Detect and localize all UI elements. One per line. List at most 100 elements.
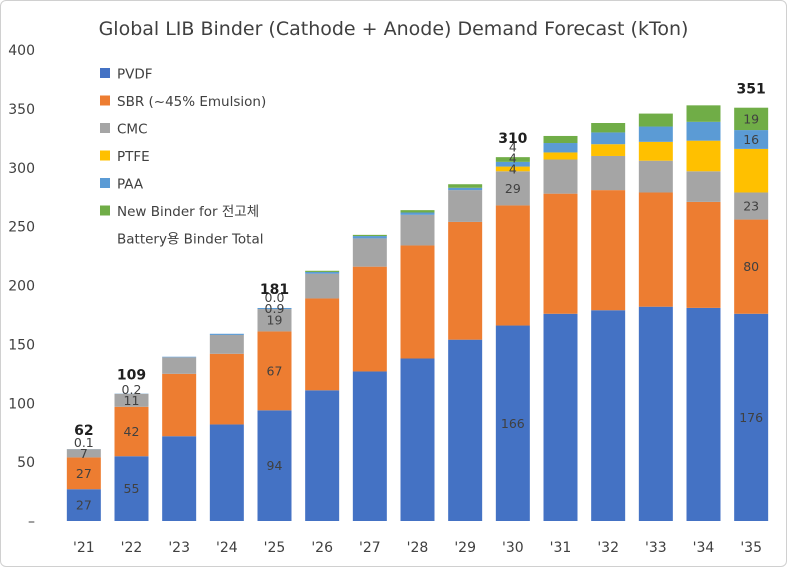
x-tick-label: '29 (454, 540, 476, 556)
x-tick-label: '23 (168, 540, 190, 556)
y-tick-label: 300 (8, 161, 35, 177)
data-label: 16 (743, 132, 759, 147)
bar-segment (209, 333, 244, 335)
bar-segment (305, 298, 340, 391)
x-tick-label: '22 (121, 540, 143, 556)
total-label: 181 (260, 282, 289, 298)
bar-segment (352, 234, 387, 237)
total-label: 310 (498, 131, 527, 147)
legend-label-total: Battery용 Binder Total (117, 232, 264, 248)
bar-segment (543, 193, 578, 314)
bar-segment (114, 393, 149, 407)
data-label: 27 (76, 466, 92, 481)
bar-segment (686, 140, 721, 172)
bar-segment (495, 171, 530, 206)
bar-segment (686, 171, 721, 202)
legend-label: PVDF (117, 67, 153, 83)
bar-segment (448, 184, 483, 188)
data-label: 4 (509, 139, 517, 154)
bar-segment (543, 135, 578, 144)
data-label: 0.2 (122, 382, 142, 397)
bar-segment (257, 309, 292, 332)
data-label: 0.0 (265, 290, 285, 305)
data-label: 0.1 (74, 435, 94, 450)
bar-segment (591, 123, 626, 133)
data-label: 7 (80, 446, 88, 461)
data-label: 166 (501, 416, 525, 431)
legend-swatch (100, 150, 110, 161)
bar-segment (352, 236, 387, 239)
bar-segment (114, 406, 149, 457)
y-tick-label: 250 (8, 220, 35, 236)
bar-segment (209, 353, 244, 425)
legend-label: CMC (117, 122, 148, 138)
bar-segment (686, 201, 721, 308)
x-tick-label: '25 (264, 540, 286, 556)
bar-segment (162, 373, 197, 437)
x-tick-label: '34 (693, 540, 715, 556)
bar-segment (495, 166, 530, 172)
data-label: 4 (509, 161, 517, 176)
bar-segment (162, 436, 197, 521)
legend-label: PTFE (117, 149, 150, 165)
legend-swatch (100, 178, 110, 188)
bar-segment (114, 456, 149, 521)
bar-segment (686, 121, 721, 141)
x-tick-label: '33 (645, 540, 667, 556)
x-tick-label: '31 (550, 540, 572, 556)
bar-segment (257, 307, 292, 310)
data-label: 67 (267, 363, 283, 378)
bar-segment (209, 424, 244, 521)
bar-segment (686, 105, 721, 122)
bar-segment (209, 334, 244, 354)
bar-segment (734, 313, 769, 521)
y-tick-label: 150 (8, 337, 35, 353)
x-tick-label: '28 (407, 540, 429, 556)
bar-segment (162, 357, 197, 374)
bar-segment (257, 410, 292, 521)
total-label: 351 (737, 82, 766, 98)
legend-swatch (100, 205, 110, 216)
bar-segment (162, 356, 197, 358)
bar-segment (352, 371, 387, 521)
legend-label: PAA (117, 177, 144, 193)
y-tick-label: 100 (8, 396, 35, 412)
legend-swatch (100, 123, 110, 133)
chart-title: Global LIB Binder (Cathode + Anode) Dema… (98, 18, 689, 40)
bar-segment (591, 310, 626, 521)
data-label: 4 (509, 150, 517, 165)
x-tick-label: '24 (216, 540, 238, 556)
y-tick-label: 400 (8, 43, 35, 59)
bar-segment (591, 132, 626, 145)
data-label: 27 (76, 498, 92, 513)
bar-segment (734, 219, 769, 314)
legend-swatch (100, 68, 110, 78)
bar-segment (734, 192, 769, 220)
bar-segment (66, 457, 101, 490)
data-label: 55 (124, 481, 140, 496)
bar-segment (305, 270, 340, 272)
x-tick-label: '35 (740, 540, 762, 556)
bar-segment (638, 126, 673, 142)
x-tick-label: '30 (502, 540, 524, 556)
bar-segment (448, 190, 483, 222)
bar-segment (257, 331, 292, 411)
bar-segment (448, 339, 483, 521)
bar-segment (448, 221, 483, 340)
bar-segment (686, 307, 721, 521)
bar-segment (495, 157, 530, 162)
bar-segment (400, 212, 435, 215)
total-label: 109 (117, 368, 146, 384)
bar-segment (734, 107, 769, 131)
bar-segment (591, 155, 626, 191)
legend-swatch (100, 95, 110, 106)
data-label: 176 (739, 410, 763, 425)
bar-segment (495, 161, 530, 167)
bar-segment (543, 152, 578, 160)
legend-label: SBR (~45% Emulsion) (117, 94, 266, 110)
bar-segment (305, 390, 340, 521)
x-tick-label: '27 (359, 540, 381, 556)
total-label: 62 (74, 423, 93, 439)
bar-segment (638, 160, 673, 193)
bar-segment (638, 113, 673, 127)
